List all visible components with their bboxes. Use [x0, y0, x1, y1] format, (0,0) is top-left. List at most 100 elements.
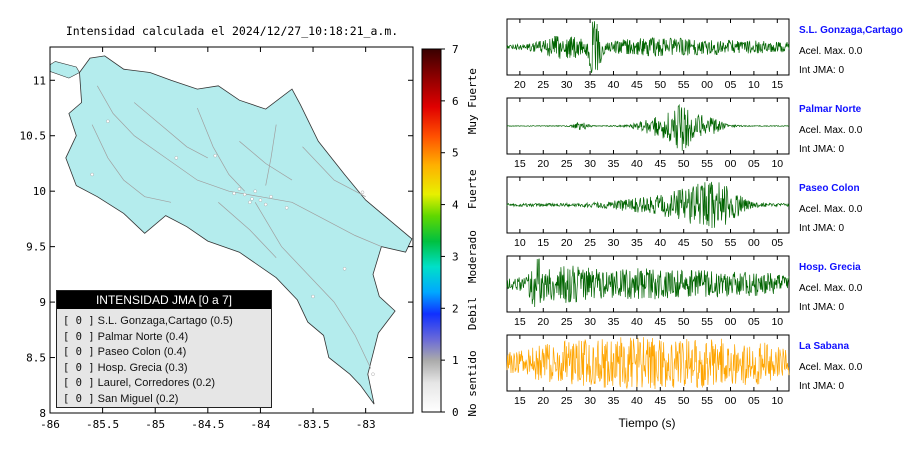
waveform-x-tick-label: 00	[748, 237, 760, 249]
road-line	[91, 124, 172, 203]
legend-item-label: Laurel, Corredores (0.2)	[94, 377, 216, 390]
legend-item-intensity: [ 0 ]	[63, 346, 95, 359]
waveform-x-tick-label: 25	[584, 237, 596, 249]
legend-item: [ 0 ] Hosp. Grecia (0.3)	[57, 361, 271, 377]
legend-item-label: Hosp. Grecia (0.3)	[94, 361, 188, 374]
map-x-tick-label: -85.5	[86, 418, 119, 431]
city-point	[232, 191, 236, 196]
legend-item-intensity: [ 0 ]	[63, 361, 95, 374]
waveform-x-tick-label: 55	[701, 158, 713, 170]
waveform-x-tick-label: 55	[725, 237, 737, 249]
city-point	[264, 202, 268, 207]
waveform-x-tick-label: 05	[748, 316, 760, 328]
accel-max-label: Acel. Max. 0.0	[799, 283, 863, 294]
waveform-panels: 20 25 30 35 40 45 50 55 00 05 10 15 S.L. Gonzaga,Car…	[506, 18, 903, 407]
station-name: S.L. Gonzaga,Cartago	[799, 25, 903, 36]
waveform-x-tick-label: 15	[537, 237, 549, 249]
city-point	[258, 198, 263, 202]
waveform-x-tick-label: 00	[725, 316, 737, 328]
waveform-x-tick-label: 35	[608, 395, 620, 407]
waveform-x-tick-label: 05	[771, 237, 783, 249]
road-line	[196, 107, 245, 192]
waveform-x-tick-label: 35	[584, 79, 596, 91]
waveform-x-tick-label: 50	[701, 237, 713, 249]
waveform-panel: 10 15 20 25 30 35 40 45 50 55 00 05 Paseo Colon Acel.…	[506, 176, 863, 249]
waveform-x-tick-label: 25	[561, 316, 573, 328]
waveform-x-tick-label: 10	[748, 79, 760, 91]
legend-item: [ 0 ] S.L. Gonzaga,Cartago (0.5)	[57, 314, 271, 330]
waveform-x-tick-label: 15	[514, 395, 526, 407]
waveform-x-tick-label: 10	[771, 158, 783, 170]
legend-item-intensity: [ 0 ]	[63, 377, 95, 390]
station-name: Hosp. Grecia	[799, 262, 861, 273]
waveform-x-tick-label: 10	[771, 316, 783, 328]
map-x-tick-label: -84.5	[191, 418, 224, 431]
city-point	[174, 156, 179, 160]
waveform-x-tick-label: 15	[514, 158, 526, 170]
colorbar-category-label: Muy Fuerte	[466, 68, 479, 134]
waveform-x-tick-label: 50	[678, 158, 690, 170]
map-x-tick-label: -83.5	[296, 418, 329, 431]
waveform-x-tick-label: 50	[678, 395, 690, 407]
legend-item-label: San Miguel (0.2)	[94, 392, 179, 405]
city-point	[311, 294, 315, 299]
waveform-x-tick-label: 05	[725, 79, 737, 91]
waveform-x-tick-label: 25	[537, 79, 549, 91]
waveform-x-tick-label: 30	[608, 237, 620, 249]
waveform-x-tick-label: 45	[654, 395, 666, 407]
road-line	[254, 202, 372, 369]
int-jma-label: Int JMA: 0	[799, 223, 844, 234]
waveform-x-tick-label: 20	[537, 395, 549, 407]
legend-item-label: Paseo Colon (0.4)	[94, 346, 187, 359]
map-frame	[49, 46, 414, 414]
int-jma-label: Int JMA: 0	[799, 302, 844, 313]
waveform-x-tick-label: 05	[748, 158, 760, 170]
waveform-x-tick-label: 45	[654, 158, 666, 170]
legend-item-label: Palmar Norte (0.4)	[94, 330, 189, 343]
waveform-x-tick-label: 05	[748, 395, 760, 407]
waveform-x-tick-label: 35	[608, 158, 620, 170]
waveform-x-tick-label: 45	[631, 79, 643, 91]
colorbar-category-label: No sentido	[466, 350, 479, 416]
city-point	[250, 197, 254, 201]
road-line	[239, 141, 293, 181]
waveform-x-tick-label: 30	[584, 158, 596, 170]
station-name: Palmar Norte	[799, 104, 862, 115]
city-point	[248, 200, 252, 205]
waveform-x-tick-label: 00	[725, 395, 737, 407]
waveform-x-tick-label: 15	[771, 79, 783, 91]
map-x-tick-label: -84	[250, 418, 270, 431]
colorbar-category-label: Fuerte	[466, 169, 479, 209]
legend-item: [ 0 ] Paseo Colon (0.4)	[57, 345, 271, 361]
waveform-x-tick-label: 55	[701, 395, 713, 407]
int-jma-label: Int JMA: 0	[799, 381, 844, 392]
colorbar-category-label: Moderado	[466, 230, 479, 283]
waveform-x-tick-label: 35	[608, 316, 620, 328]
road-line	[302, 146, 366, 198]
colorbar-tick-label: 7	[452, 43, 459, 56]
waveform-x-tick-label: 30	[561, 79, 573, 91]
map-y-tick-label: 8	[39, 407, 46, 420]
waveform-x-tick-label: 30	[584, 395, 596, 407]
map-y-tick-label: 9	[39, 296, 46, 309]
waveform-panel: 15 20 25 30 35 40 45 50 55 00 05 10 Palmar Norte Acel…	[506, 97, 863, 170]
waveform-x-tick-label: 55	[701, 316, 713, 328]
city-point	[237, 187, 242, 191]
accel-max-label: Acel. Max. 0.0	[799, 46, 863, 57]
waveform-x-tick-label: 15	[514, 316, 526, 328]
waveform-trace	[506, 103, 789, 151]
map-x-tick-label: -85	[145, 418, 165, 431]
waveform-x-tick-label: 00	[701, 79, 713, 91]
waveform-x-tick-label: 25	[561, 395, 573, 407]
map-x-tick-label: -86	[40, 418, 60, 431]
road-line	[218, 202, 277, 258]
map-y-tick-label: 9.5	[26, 241, 46, 254]
waveform-x-tick-label: 25	[561, 158, 573, 170]
city-point	[242, 192, 247, 197]
road-line	[265, 124, 277, 186]
country-outline	[65, 55, 413, 405]
colorbar-tick-label: 0	[452, 406, 459, 419]
waveform-x-tick-label: 20	[561, 237, 573, 249]
waveform-x-tick-label: 50	[678, 316, 690, 328]
waveform-x-tick-label: 45	[678, 237, 690, 249]
